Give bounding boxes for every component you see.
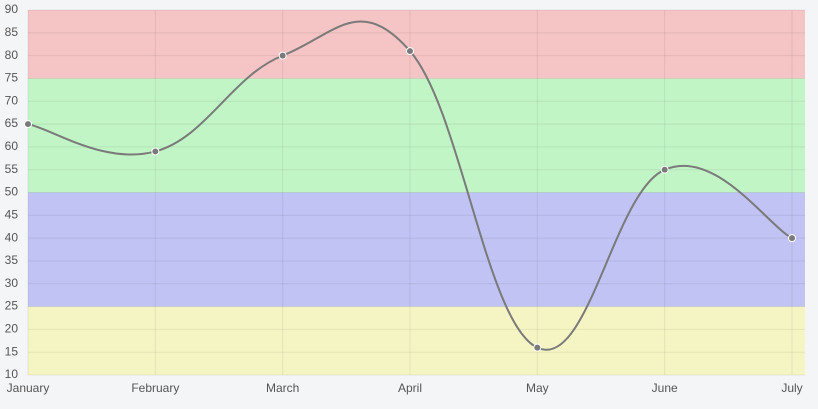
y-tick-label: 20 [5,322,19,336]
x-tick-label: January [7,381,50,395]
point [660,165,669,174]
point [788,234,796,243]
y-tick-label: 70 [5,93,19,107]
point [24,120,32,129]
y-tick-label: 30 [5,276,19,290]
y-tick-label: 25 [5,299,19,313]
band [28,78,805,193]
band [28,192,805,307]
y-tick-label: 60 [5,139,19,153]
point [278,51,287,60]
y-tick-label: 15 [5,344,19,358]
point [533,343,542,352]
y-tick-label: 65 [5,116,19,130]
y-tick-label: 90 [5,2,19,16]
x-tick-label: May [526,381,549,395]
y-tick-label: 75 [5,71,19,85]
y-tick-label: 55 [5,162,19,176]
y-tick-label: 45 [5,207,19,221]
y-tick-label: 40 [5,230,19,244]
y-tick-label: 35 [5,253,19,267]
band [28,306,805,375]
point [151,147,160,156]
x-tick-label: March [266,381,299,395]
point [406,47,414,56]
x-tick-label: July [781,381,802,395]
y-tick-label: 85 [5,25,19,39]
y-tick-label: 50 [5,185,19,199]
band [28,10,805,79]
x-tick-label: June [652,381,678,395]
x-tick-label: February [131,381,179,395]
x-tick-label: April [398,381,422,395]
y-tick-label: 10 [5,367,19,381]
y-tick-label: 80 [5,48,19,62]
